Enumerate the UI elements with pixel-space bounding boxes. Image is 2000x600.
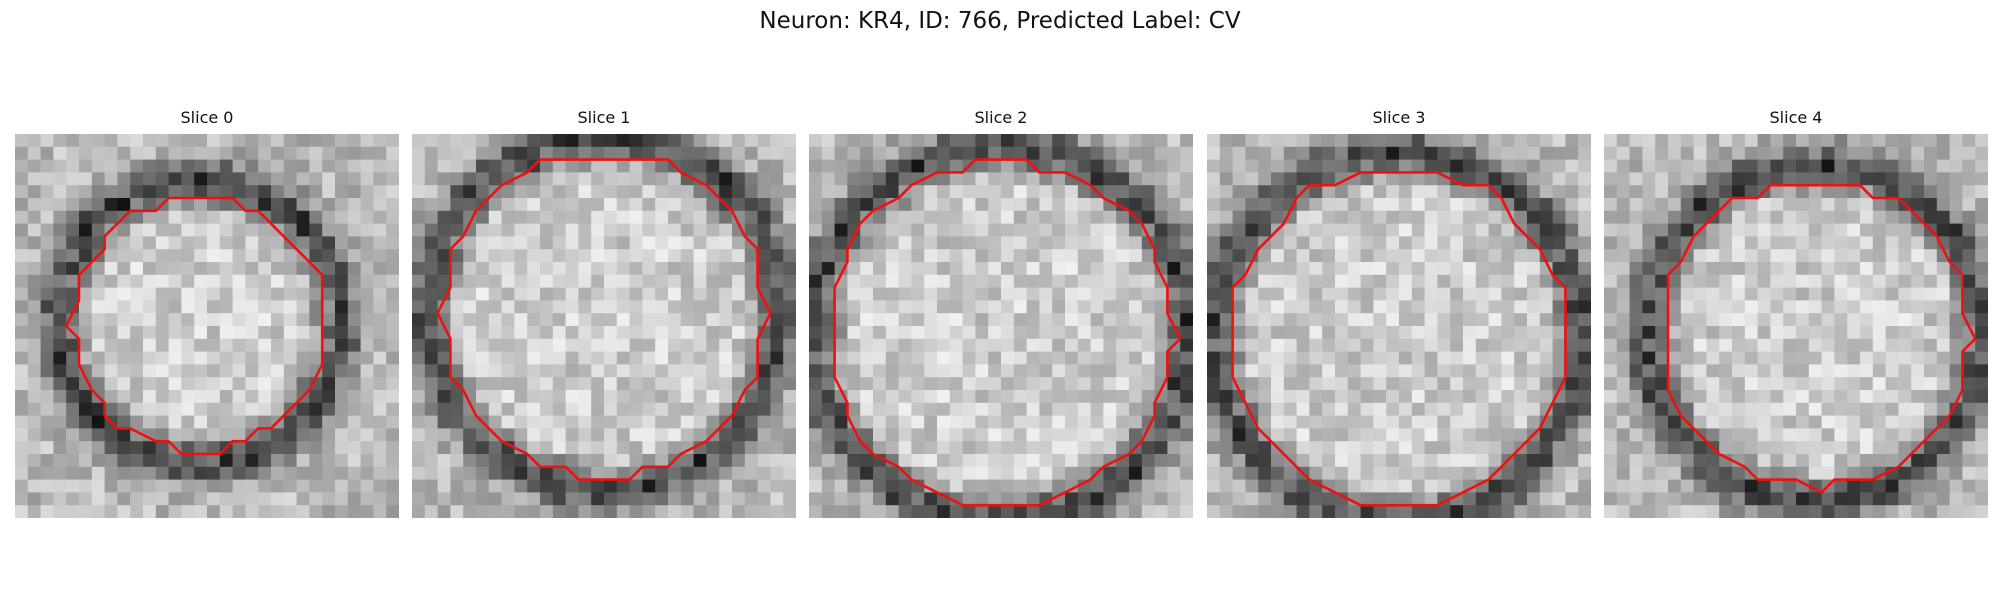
slice-title-3: Slice 3 xyxy=(1372,108,1426,127)
roi-contour xyxy=(64,196,324,456)
slice-image-1 xyxy=(412,134,796,518)
slice-panel-3: Slice 3 xyxy=(1207,108,1591,518)
roi-contour xyxy=(1231,171,1567,507)
roi-contour xyxy=(833,158,1182,507)
slice-title-4: Slice 4 xyxy=(1769,108,1823,127)
slice-image-3 xyxy=(1207,134,1591,518)
slice-title-0: Slice 0 xyxy=(180,108,234,127)
slice-image-0 xyxy=(15,134,399,518)
roi-contour xyxy=(436,158,772,481)
slice-image-4 xyxy=(1604,134,1988,518)
slice-image-2 xyxy=(809,134,1193,518)
roi-contour xyxy=(1666,183,1977,494)
slice-panel-2: Slice 2 xyxy=(809,108,1193,518)
slice-panel-1: Slice 1 xyxy=(412,108,796,518)
figure-title: Neuron: KR4, ID: 766, Predicted Label: C… xyxy=(759,8,1241,34)
slice-panel-0: Slice 0 xyxy=(15,108,399,518)
slice-title-1: Slice 1 xyxy=(577,108,631,127)
slice-title-2: Slice 2 xyxy=(974,108,1028,127)
slice-panel-4: Slice 4 xyxy=(1604,108,1988,518)
